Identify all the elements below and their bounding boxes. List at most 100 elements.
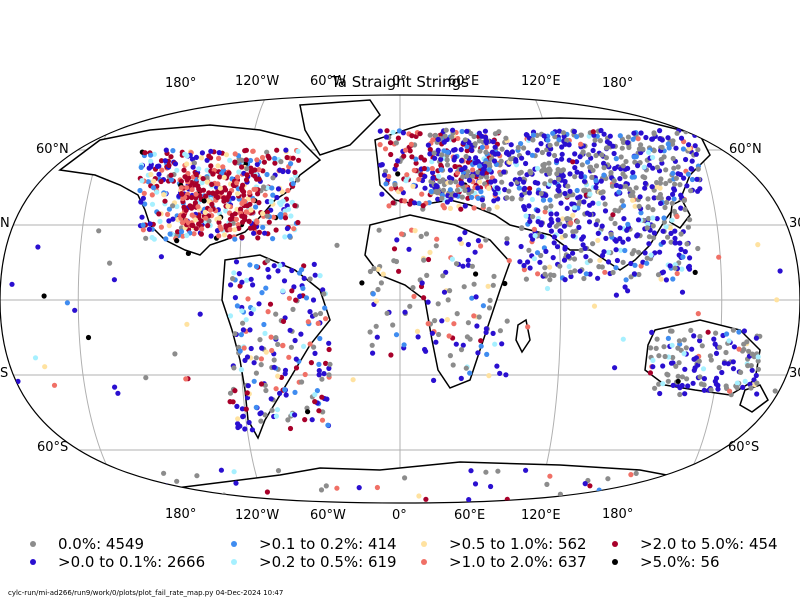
legend-marker <box>421 559 427 565</box>
station-marker <box>479 144 485 150</box>
station-marker <box>620 259 626 265</box>
station-marker <box>258 410 264 416</box>
station-marker <box>544 147 550 153</box>
station-marker <box>275 468 282 474</box>
station-marker <box>486 185 492 191</box>
station-marker <box>660 228 666 234</box>
station-marker <box>619 145 625 151</box>
station-marker <box>460 342 466 348</box>
station-marker <box>156 211 162 217</box>
station-marker <box>217 185 223 191</box>
station-marker <box>525 259 531 265</box>
station-marker <box>232 388 238 394</box>
station-marker <box>603 235 609 241</box>
station-marker <box>466 139 472 145</box>
station-marker <box>562 141 568 147</box>
station-marker <box>696 358 702 364</box>
station-marker <box>260 224 266 230</box>
station-marker <box>547 277 553 283</box>
station-marker <box>586 202 593 208</box>
station-marker <box>444 317 450 323</box>
station-marker <box>587 483 593 489</box>
station-marker <box>605 249 612 255</box>
station-marker <box>271 263 277 269</box>
station-marker <box>504 195 510 201</box>
station-marker <box>625 140 631 146</box>
station-marker <box>247 262 253 268</box>
station-marker <box>242 357 248 363</box>
station-marker <box>232 159 238 165</box>
station-marker <box>525 150 531 156</box>
station-marker <box>726 338 732 344</box>
station-marker <box>376 227 382 233</box>
station-marker <box>194 473 200 479</box>
station-marker <box>451 147 457 153</box>
station-marker <box>273 227 279 233</box>
legend-marker <box>231 559 237 565</box>
station-marker <box>192 217 198 223</box>
station-marker <box>685 383 691 389</box>
station-marker <box>519 155 525 161</box>
station-marker <box>645 204 651 210</box>
station-marker <box>595 275 601 281</box>
station-marker <box>620 203 627 209</box>
station-marker <box>289 267 295 274</box>
station-marker <box>654 164 661 170</box>
station-marker <box>422 346 428 353</box>
station-marker <box>138 199 144 205</box>
station-marker <box>209 201 215 207</box>
station-marker <box>281 278 288 284</box>
station-marker <box>205 223 211 229</box>
station-marker <box>334 485 340 491</box>
station-marker <box>264 209 270 215</box>
station-marker <box>535 180 541 186</box>
station-marker <box>41 293 47 299</box>
station-marker <box>307 276 313 282</box>
station-marker <box>479 170 485 176</box>
station-marker <box>610 143 616 149</box>
station-marker <box>644 255 650 261</box>
legend-label: >0.5 to 1.0%: 562 <box>449 535 587 553</box>
station-marker <box>439 195 445 201</box>
station-marker <box>253 355 259 361</box>
station-marker <box>686 263 693 269</box>
station-marker <box>518 141 524 147</box>
station-marker <box>170 216 176 222</box>
station-marker <box>504 318 510 324</box>
station-marker <box>217 174 223 180</box>
station-marker <box>755 366 762 372</box>
station-marker <box>570 159 576 165</box>
station-marker <box>568 220 574 226</box>
station-marker <box>430 170 436 176</box>
legend-label: 0.0%: 4549 <box>58 535 145 553</box>
station-marker <box>199 180 205 186</box>
station-marker <box>476 138 483 144</box>
station-marker <box>418 172 424 178</box>
station-marker <box>316 372 322 378</box>
station-marker <box>460 174 466 180</box>
station-marker <box>221 195 227 201</box>
station-marker <box>390 200 396 206</box>
station-marker <box>440 187 447 193</box>
station-marker <box>301 263 307 269</box>
station-marker <box>179 191 185 197</box>
station-marker <box>589 174 595 180</box>
station-marker <box>578 132 585 138</box>
station-marker <box>543 192 549 198</box>
station-marker <box>648 345 654 351</box>
station-marker <box>189 222 195 228</box>
station-marker <box>149 201 156 207</box>
station-marker <box>679 382 685 389</box>
station-marker <box>572 268 578 274</box>
station-marker <box>432 155 438 161</box>
station-marker <box>184 177 190 183</box>
station-marker <box>655 272 662 278</box>
station-marker <box>290 181 296 187</box>
station-marker <box>513 158 519 164</box>
station-marker <box>547 264 553 270</box>
station-marker <box>556 128 563 134</box>
station-marker <box>163 236 169 242</box>
station-marker <box>225 203 231 209</box>
station-marker <box>207 207 213 213</box>
station-marker <box>440 273 446 279</box>
